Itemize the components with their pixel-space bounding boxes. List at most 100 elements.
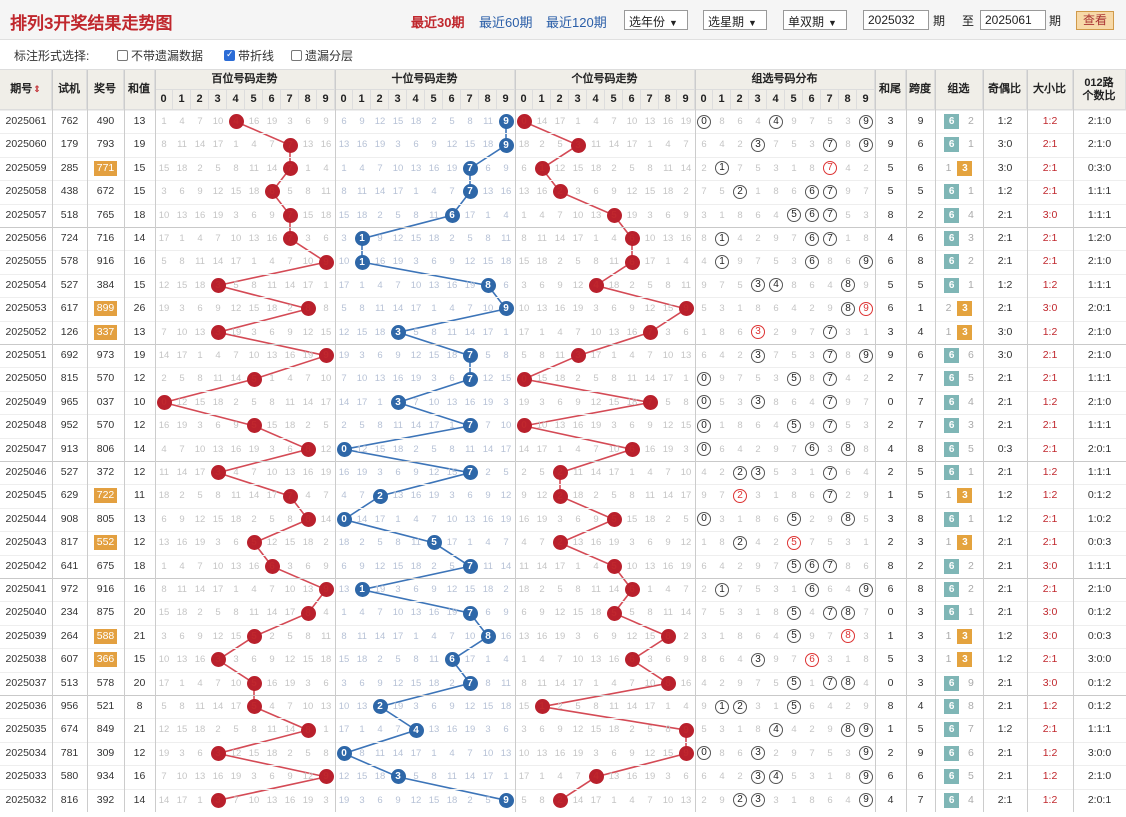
missing-count: 11 [375,303,385,315]
col-units-digit-6: 6 [623,90,641,110]
missing-count: 6 [755,420,761,432]
missing-count: 3 [845,537,851,549]
missing-count: 5 [863,513,869,525]
group-type-badge: 6 [944,371,960,387]
span-cell: 3 [917,536,924,549]
missing-count: 19 [536,513,548,525]
missing-count: 16 [248,116,260,127]
missing-count: 15 [518,256,530,268]
group-type-cell: 6 1 [935,461,983,484]
issue-cell: 2025054 [5,278,47,291]
period-30-link[interactable]: 最近30期 [411,15,465,30]
table-row: 2025047 913 806 14 4 7 10 13 16 19 3 6 8 12 0 12 15 18 2 5 8… [0,438,1126,461]
col-units-digit-0: 0 [515,90,533,110]
missing-count: 2 [701,794,707,806]
col-issue-header[interactable]: 期号 ⇕ [0,70,52,110]
missing-count: 7 [233,350,239,361]
missing-count: 7 [773,350,779,361]
missing-count: 2 [629,724,635,736]
period-60-link[interactable]: 最近60期 [479,15,533,30]
col-group-digit-5: 5 [785,90,803,110]
missing-count: 17 [572,233,584,244]
missing-count: 6 [665,209,671,221]
table-row: 2025052 126 337 13 7 10 13 3 19 3 6 9 12 15 12 15 18 3 5 8 1… [0,321,1126,344]
missing-count: 9 [179,513,185,525]
missing-count: 5 [449,560,455,572]
group-digit: 6 [805,442,819,457]
missing-count: 13 [536,747,548,759]
missing-count: 8 [161,139,167,151]
missing-count: 1 [575,560,581,572]
missing-count: 11 [375,747,385,759]
hundreds-ball: 3 [210,465,226,481]
missing-count: 6 [827,794,833,806]
missing-count: 13 [230,560,242,572]
missing-count: 15 [356,326,368,338]
missing-count: 14 [284,279,296,291]
prize-cell: 934 [96,770,115,783]
year-select[interactable]: 选年份 ▼ [624,10,688,30]
missing-count: 10 [266,467,278,478]
table-row: 2025055 578 916 16 5 8 11 14 17 1 4 7 10 9 10 1 16 19 3 6 9 1… [0,250,1126,273]
option-layered[interactable]: 遗漏分层 [291,47,353,64]
missing-count: 7 [467,303,473,315]
missing-count: 18 [176,162,188,174]
missing-count: 6 [431,256,437,268]
missing-count: 6 [557,396,563,408]
table-row: 2025059 285 771 15 15 18 2 5 8 11 14 7 1 4 1 4 7 10 13 16 19… [0,157,1126,180]
checkbox-icon[interactable] [117,50,128,61]
checkbox-icon[interactable] [291,50,302,61]
missing-count: 3 [755,701,761,712]
missing-count: 11 [249,162,259,174]
parity-select[interactable]: 单双期 ▼ [783,10,847,30]
missing-count: 9 [395,350,401,361]
parity-cell: 2:1 [997,419,1013,432]
group-type-cell: 6 7 [935,718,983,741]
missing-count: 9 [323,560,329,572]
missing-count: 6 [251,209,257,221]
option-no-missing[interactable]: 不带遗漏数据 [117,47,203,64]
tail-cell: 0 [887,676,894,689]
size-cell: 1:2 [1042,489,1058,502]
group-digit: 8 [841,723,855,738]
missing-count: 17 [410,747,422,759]
week-select[interactable]: 选星期 ▼ [703,10,767,30]
span-cell: 5 [917,723,924,736]
view-button[interactable]: 查看 [1076,11,1114,30]
missing-count: 4 [323,162,329,174]
to-issue-input[interactable]: 2025061 [980,10,1046,30]
group-type-badge: 6 [944,207,960,223]
checkbox-checked-icon[interactable] [224,49,235,61]
group-digit: 0 [697,418,711,433]
missing-count: 9 [323,116,329,127]
missing-count: 10 [176,326,188,338]
tens-ball: 7 [462,675,478,691]
missing-count: 19 [158,303,170,315]
missing-count: 18 [554,373,566,385]
units-ball: 3 [570,137,586,153]
missing-count: 5 [845,420,851,432]
missing-count: 3 [539,396,545,408]
trial-cell: 913 [60,442,79,455]
units-ball: 4 [588,277,604,293]
parity-cell: 2:1 [997,583,1013,595]
period-120-link[interactable]: 最近120期 [546,15,607,30]
missing-count: 11 [609,256,619,268]
missing-count: 16 [194,209,206,221]
missing-count: 16 [554,303,566,315]
option-with-lines[interactable]: 带折线 [224,47,274,64]
missing-count: 13 [590,654,602,666]
group-digit: 4 [769,769,783,784]
sort-arrows-icon[interactable]: ⇕ [33,84,41,94]
missing-count: 1 [539,326,545,338]
missing-count: 5 [197,490,203,502]
group-type-cell: 6 4 [935,391,983,414]
missing-count: 11 [447,771,457,783]
tail-cell: 6 [887,302,894,315]
missing-count: 12 [644,747,656,759]
missing-count: 11 [177,584,187,595]
from-issue-input[interactable]: 2025032 [863,10,929,30]
missing-count: 4 [557,771,563,783]
missing-count: 3 [413,256,419,268]
trial-cell: 816 [60,793,79,806]
